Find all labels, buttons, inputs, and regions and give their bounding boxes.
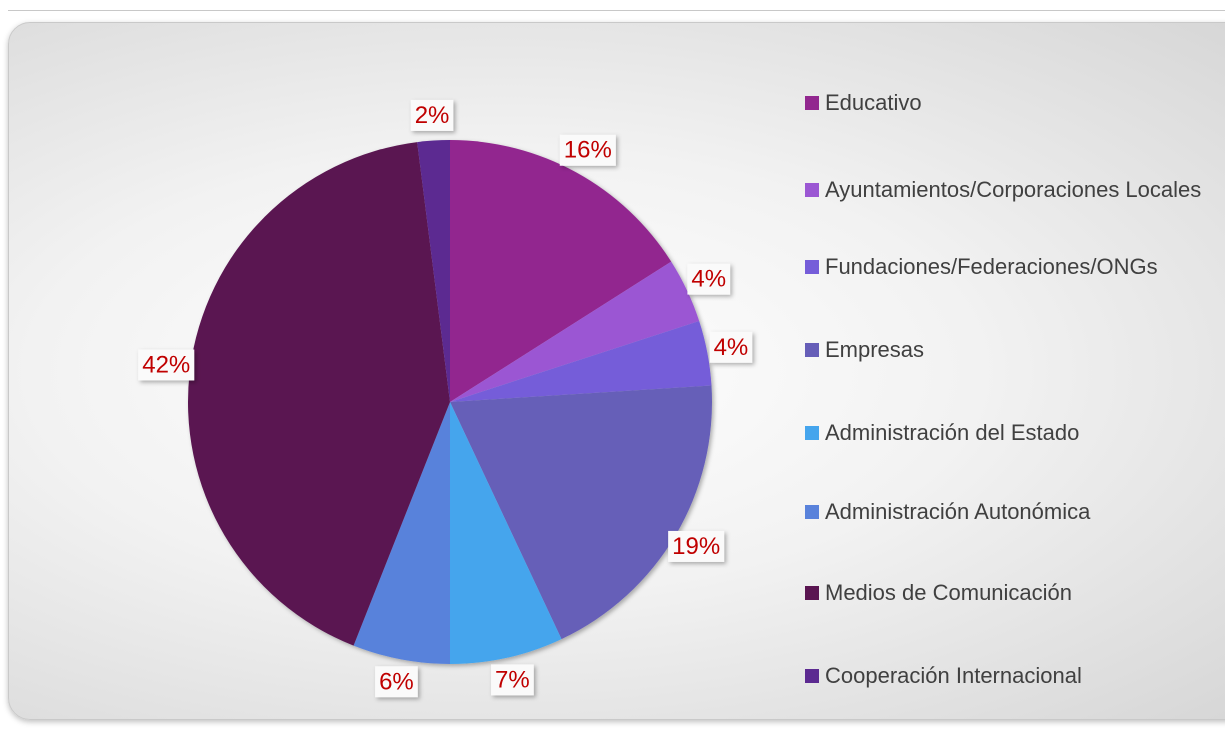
legend-swatch — [805, 260, 819, 274]
legend-item: Empresas — [805, 335, 1223, 365]
pie — [188, 140, 713, 664]
legend-label: Medios de Comunicación — [825, 580, 1073, 605]
data-label-box — [375, 666, 418, 698]
pie-slice — [450, 385, 713, 640]
data-label-box — [559, 134, 616, 166]
legend-swatch — [805, 96, 819, 110]
data-label: 4% — [714, 334, 749, 361]
data-labels: 16% 4% 4% 19% 7% 6% 42% 2% — [138, 99, 753, 698]
pie-slice — [450, 140, 672, 402]
pie-slice — [450, 402, 562, 664]
data-label: 16% — [564, 137, 612, 164]
legend-label: Administración Autonómica — [825, 499, 1091, 524]
legend-swatch — [805, 505, 819, 519]
legend-label: Fundaciones/Federaciones/ONGs — [825, 254, 1158, 279]
data-label: 4% — [691, 266, 726, 293]
pie-slice — [417, 140, 450, 402]
legend: Educativo Ayuntamientos/Corporaciones Loc… — [805, 0, 1225, 729]
legend-item: Cooperación Internacional — [805, 661, 1223, 691]
pie-slice — [188, 142, 451, 646]
pie-slice — [353, 402, 450, 664]
legend-swatch — [805, 343, 819, 357]
legend-label: Administración del Estado — [825, 420, 1080, 445]
legend-label: Empresas — [825, 337, 925, 362]
data-label-box — [410, 99, 454, 131]
rule — [8, 10, 1225, 11]
pie-slice — [450, 261, 700, 402]
pie-slice — [450, 321, 712, 402]
data-label: 7% — [495, 666, 530, 693]
data-label-box — [687, 263, 731, 295]
legend-swatch — [805, 669, 819, 683]
legend-swatch — [805, 426, 819, 440]
data-label: 6% — [379, 668, 414, 695]
data-label: 42% — [142, 351, 190, 378]
legend-label: Cooperación Internacional — [825, 663, 1082, 688]
legend-swatch — [805, 183, 819, 197]
legend-item: Administración del Estado — [805, 418, 1223, 448]
data-label: 2% — [415, 102, 450, 129]
legend-swatch — [805, 586, 819, 600]
legend-item: Medios de Comunicación — [805, 578, 1223, 608]
data-label-box — [709, 331, 753, 363]
legend-item: Fundaciones/Federaciones/ONGs — [805, 252, 1223, 282]
data-label-box — [668, 530, 725, 562]
legend-item: Administración Autonómica — [805, 497, 1223, 527]
data-label-box — [491, 664, 534, 696]
legend-item: Ayuntamientos/Corporaciones Locales — [805, 175, 1223, 205]
legend-label: Ayuntamientos/Corporaciones Locales — [825, 177, 1202, 202]
data-label: 19% — [672, 533, 720, 560]
legend-label: Educativo — [825, 90, 922, 115]
legend-item: Educativo — [805, 88, 1223, 118]
data-label-box — [138, 349, 195, 381]
